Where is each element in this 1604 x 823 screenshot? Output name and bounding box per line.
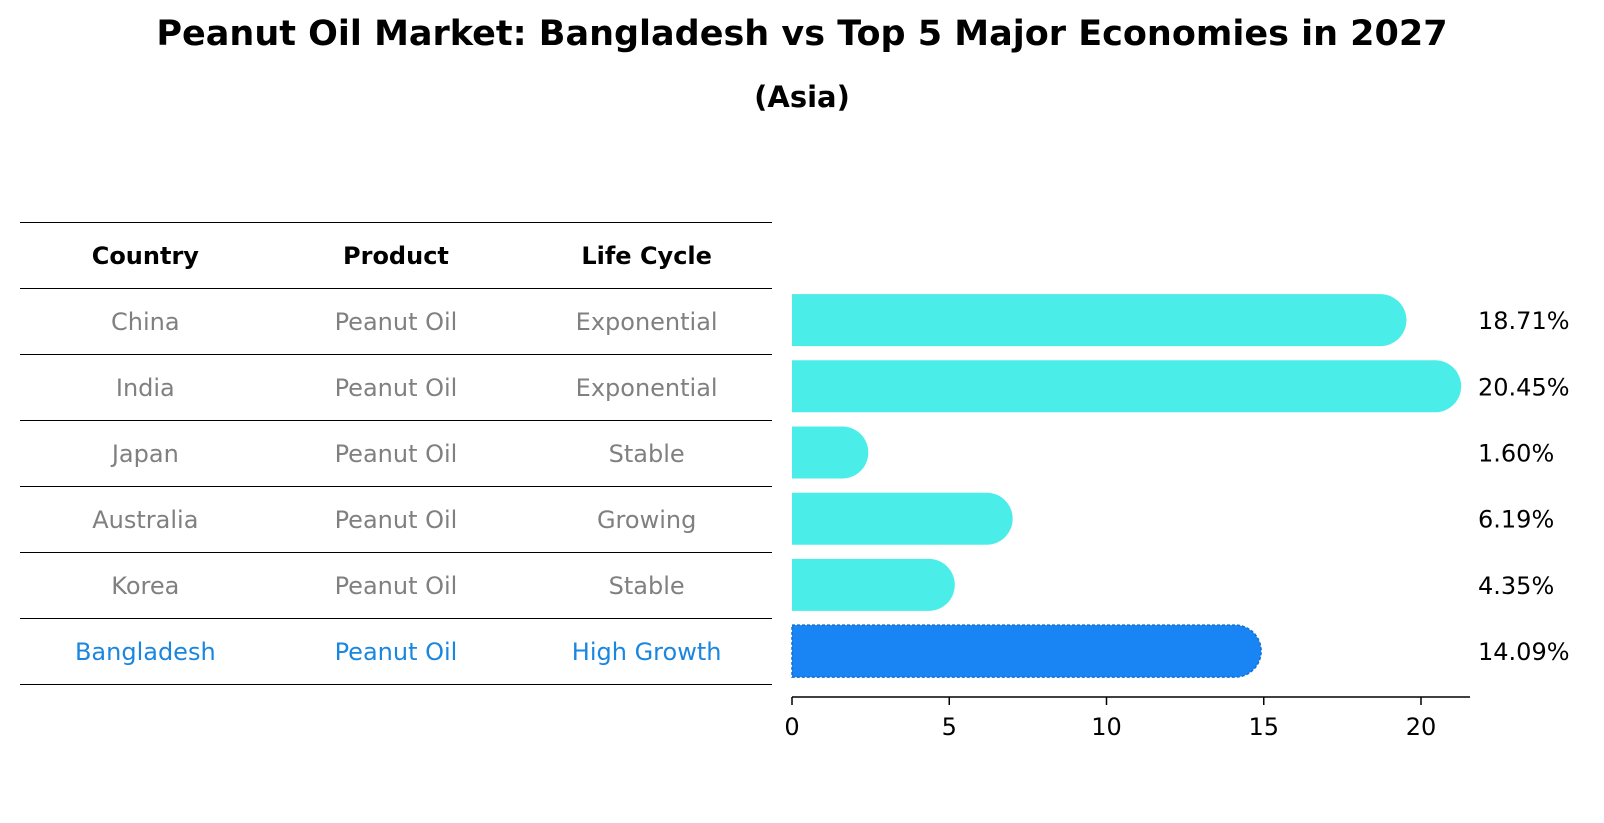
header-life-cycle: Life Cycle [521, 222, 772, 289]
table-row: Australia Peanut Oil Growing [20, 486, 772, 553]
table-row-highlight: Bangladesh Peanut Oil High Growth [20, 618, 772, 685]
cell-life-cycle: Exponential [521, 354, 772, 421]
market-table: Country Product Life Cycle China Peanut … [20, 222, 772, 685]
cell-country: India [20, 354, 271, 421]
table-row: Korea Peanut Oil Stable [20, 552, 772, 619]
bar-value-label: 4.35% [1478, 572, 1554, 600]
x-tick-label: 0 [784, 713, 799, 741]
bar-china [792, 294, 1407, 347]
cell-life-cycle: Exponential [521, 288, 772, 355]
table-row: India Peanut Oil Exponential [20, 354, 772, 421]
x-tick-label: 20 [1406, 713, 1437, 741]
bar-japan [792, 426, 869, 479]
chart-subtitle: (Asia) [754, 80, 850, 114]
bar-value-label: 6.19% [1478, 506, 1554, 534]
cell-product: Peanut Oil [270, 354, 522, 421]
table-row: Japan Peanut Oil Stable [20, 420, 772, 487]
cell-life-cycle: Growing [521, 486, 772, 553]
cell-product: Peanut Oil [270, 552, 522, 619]
header-product: Product [270, 222, 522, 289]
bar-value-label: 14.09% [1478, 638, 1570, 666]
x-tick-label: 5 [942, 713, 957, 741]
bar-korea [792, 558, 955, 611]
cell-country: China [20, 288, 271, 355]
bar-india [792, 360, 1462, 413]
bar-value-label: 20.45% [1478, 373, 1570, 401]
x-tick-label: 10 [1091, 713, 1122, 741]
cell-life-cycle: High Growth [521, 618, 772, 685]
cell-country: Korea [20, 552, 271, 619]
cell-life-cycle: Stable [521, 420, 772, 487]
cell-country: Japan [20, 420, 271, 487]
bar-bangladesh [791, 624, 1262, 678]
cell-product: Peanut Oil [270, 618, 522, 685]
header-country: Country [20, 222, 271, 289]
cell-country: Australia [20, 486, 271, 553]
x-tick-label: 15 [1248, 713, 1279, 741]
cell-country: Bangladesh [20, 618, 271, 685]
bar-australia [792, 492, 1013, 545]
cell-product: Peanut Oil [270, 420, 522, 487]
chart-title: Peanut Oil Market: Bangladesh vs Top 5 M… [156, 14, 1448, 54]
cell-product: Peanut Oil [270, 288, 522, 355]
table-header-row: Country Product Life Cycle [20, 222, 772, 289]
cell-life-cycle: Stable [521, 552, 772, 619]
table-row: China Peanut Oil Exponential [20, 288, 772, 355]
bar-value-label: 18.71% [1478, 307, 1570, 335]
cell-product: Peanut Oil [270, 486, 522, 553]
bar-value-label: 1.60% [1478, 440, 1554, 468]
